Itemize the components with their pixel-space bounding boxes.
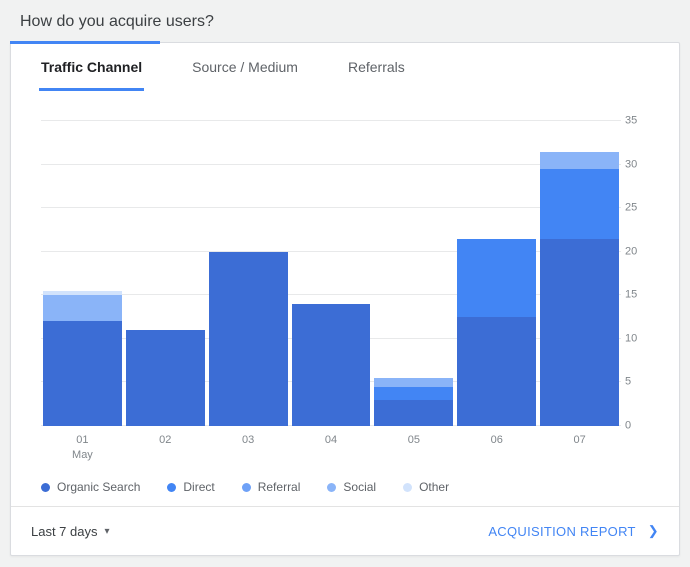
tab-source-medium[interactable]: Source / Medium — [192, 59, 298, 75]
y-axis-tick-label: 25 — [625, 201, 638, 214]
bar-05[interactable] — [374, 121, 454, 426]
x-axis-label-01: 01 May — [72, 434, 93, 461]
legend-dot-referral — [241, 482, 251, 492]
legend-item-other[interactable]: Other — [403, 480, 449, 494]
dropdown-caret-icon: ▾ — [104, 525, 110, 537]
bars-row — [41, 121, 621, 426]
bar-04-segment-organic-search[interactable] — [291, 304, 371, 426]
bar-04[interactable] — [291, 121, 371, 426]
legend: Organic Search Direct Referral Social Other — [41, 480, 679, 494]
gridline-20 — [41, 250, 621, 252]
gridline-35 — [41, 120, 621, 121]
active-tab-indicator — [10, 41, 160, 44]
legend-item-referral[interactable]: Referral — [241, 480, 301, 494]
bar-07-segment-social[interactable] — [540, 151, 620, 169]
y-axis-tick-label: 5 — [625, 375, 632, 388]
bar-01[interactable] — [43, 121, 122, 426]
bar-02[interactable] — [125, 121, 205, 426]
bar-05-segment-social[interactable] — [374, 378, 454, 387]
legend-label-direct: Direct — [183, 480, 215, 494]
bar-01-segment-organic-search[interactable] — [43, 321, 122, 426]
bar-03[interactable] — [208, 121, 288, 426]
x-axis-label-02: 02 — [159, 434, 172, 446]
page-title: How do you acquire users? — [20, 13, 214, 30]
legend-dot-direct — [167, 482, 177, 492]
tab-referrals[interactable]: Referrals — [347, 59, 405, 75]
tab-bar: Traffic Channel Source / Medium Referral… — [11, 43, 679, 91]
x-axis-label-05: 05 — [407, 434, 420, 446]
bar-05-segment-direct[interactable] — [374, 386, 454, 400]
card-footer: Last 7 days ▾ ACQUISITION REPORT ❯ — [11, 506, 679, 555]
x-axis-label-04: 04 — [324, 434, 338, 446]
bar-07-segment-organic-search[interactable] — [540, 238, 620, 426]
x-axis-label-03: 03 — [242, 434, 255, 446]
bar-07-segment-direct[interactable] — [540, 168, 620, 239]
x-axis-label-06: 06 — [490, 434, 503, 446]
gridline-25 — [41, 207, 621, 209]
y-axis-tick-label: 10 — [625, 332, 638, 345]
legend-label-organic-search: Organic Search — [57, 480, 141, 494]
date-range-label: Last 7 days — [31, 523, 98, 539]
acquisition-card: Traffic Channel Source / Medium Referral… — [10, 41, 680, 556]
y-axis-tick-label: 0 — [625, 419, 632, 432]
bar-03-segment-organic-search[interactable] — [208, 251, 288, 426]
y-axis-tick-label: 15 — [625, 288, 638, 301]
legend-label-other: Other — [419, 480, 450, 494]
bar-07[interactable] — [540, 121, 620, 426]
date-range-selector[interactable]: Last 7 days ▾ — [31, 524, 110, 539]
x-axis-labels: 01 May 02 03 04 05 06 07 — [41, 433, 621, 463]
tab-traffic-channel[interactable]: Traffic Channel — [39, 59, 145, 91]
gridline-15 — [41, 294, 621, 296]
y-axis-tick-label: 30 — [625, 158, 638, 171]
chevron-right-icon: ❯ — [647, 523, 659, 538]
legend-dot-social — [327, 482, 337, 492]
legend-label-referral: Referral — [257, 480, 301, 494]
legend-item-organic-search[interactable]: Organic Search — [41, 480, 140, 494]
legend-label-social: Social — [343, 480, 377, 494]
plot-area: 0 5 10 15 20 25 30 35 — [41, 115, 637, 431]
legend-item-social[interactable]: Social — [327, 480, 376, 494]
y-axis-tick-label: 20 — [625, 245, 638, 258]
bar-05-segment-organic-search[interactable] — [374, 399, 454, 426]
bar-06-segment-organic-search[interactable] — [457, 317, 537, 426]
x-axis-label-07: 07 — [573, 434, 586, 446]
bar-06[interactable] — [457, 121, 537, 426]
legend-dot-organic-search — [41, 482, 50, 492]
acquisition-report-label: ACQUISITION REPORT — [488, 523, 636, 539]
y-axis-tick-label: 35 — [625, 114, 638, 127]
bar-01-segment-social[interactable] — [43, 295, 122, 322]
bar-01-segment-other[interactable] — [43, 290, 122, 296]
bar-02-segment-organic-search[interactable] — [125, 330, 205, 426]
page-header: How do you acquire users? — [0, 0, 690, 42]
bar-06-segment-direct[interactable] — [457, 238, 537, 318]
acquisition-report-link[interactable]: ACQUISITION REPORT ❯ — [488, 523, 659, 539]
legend-item-direct[interactable]: Direct — [167, 480, 215, 494]
legend-dot-other — [403, 482, 413, 492]
gridline-30 — [41, 163, 621, 165]
